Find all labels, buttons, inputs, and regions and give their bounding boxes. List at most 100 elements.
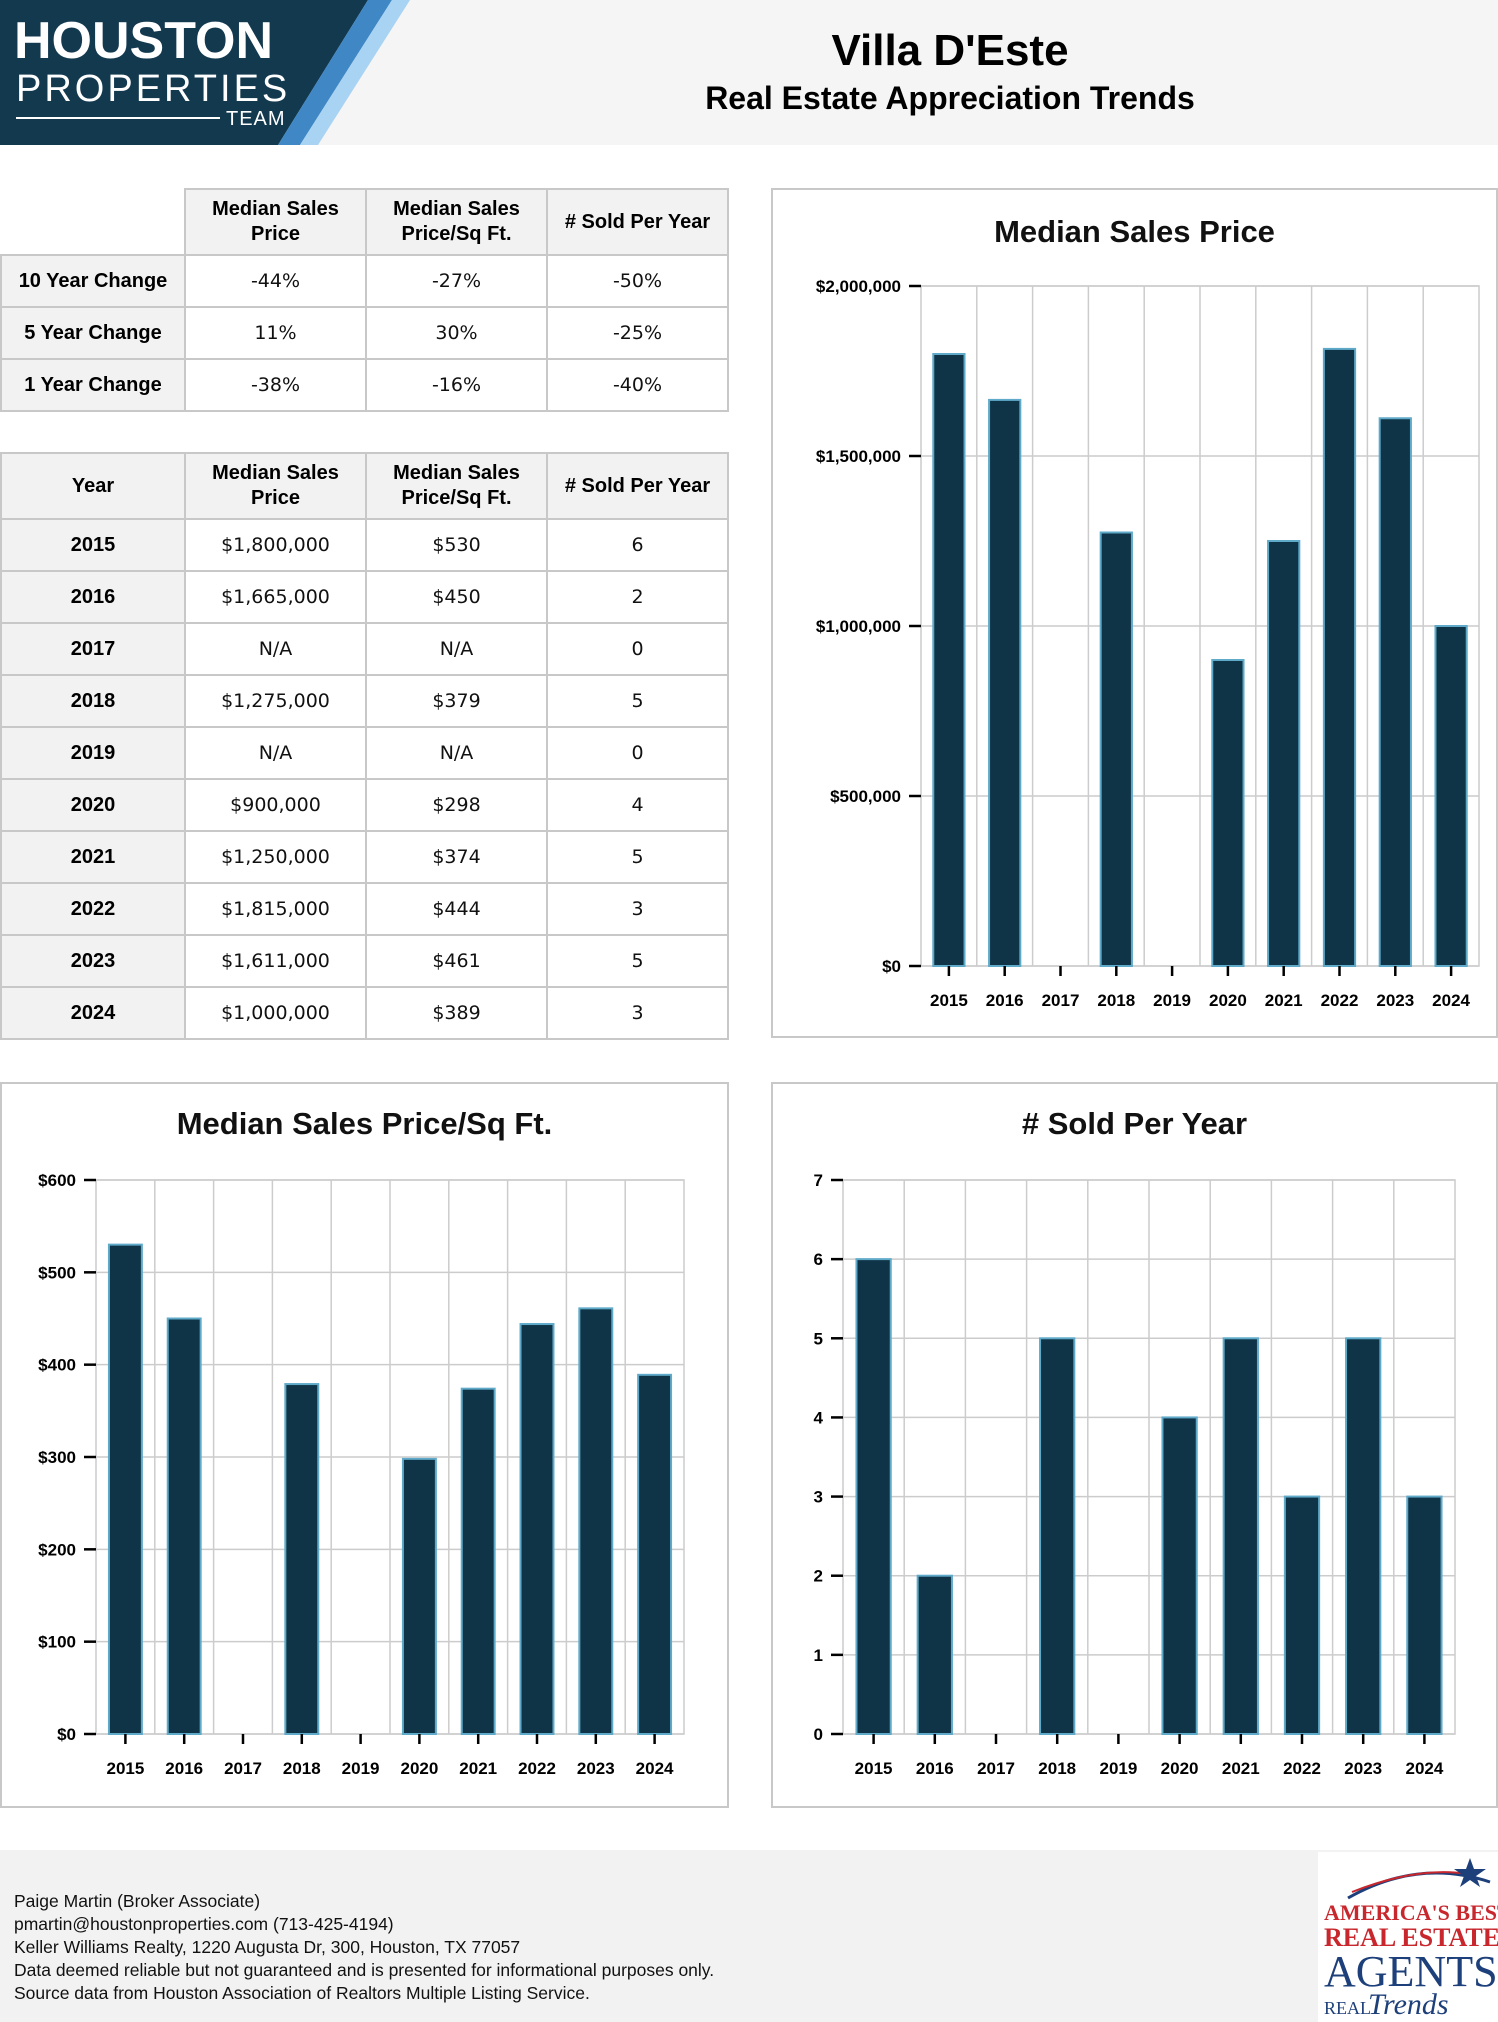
x-tick-label: 2017 [1042, 991, 1080, 1010]
x-tick-label: 2019 [1153, 991, 1191, 1010]
bar-2020 [1161, 1416, 1198, 1735]
y-tick-label: 3 [814, 1488, 823, 1507]
x-tick-label: 2023 [1344, 1759, 1382, 1778]
table-row: 2018 $1,275,000 $379 5 [0, 674, 729, 728]
sold-per-year-chart: # Sold Per Year 0 1 2 3 4 5 6 7 2015 2016 2017 2018 2… [814, 1106, 1456, 1778]
y-tick-label: $2,000,000 [816, 277, 901, 296]
year-cell: 2019 [0, 726, 186, 780]
y-tick-label: $1,500,000 [816, 447, 901, 466]
badge-line-4: REAL [1324, 1998, 1371, 2018]
x-tick-label: 2017 [224, 1759, 262, 1778]
bar-2020 [1211, 659, 1245, 967]
year-cell: 2021 [0, 830, 186, 884]
bar-2023 [578, 1307, 614, 1736]
table-cell: 2 [546, 570, 729, 624]
row-label: 5 Year Change [0, 306, 186, 360]
y-tick-label: 2 [814, 1567, 823, 1586]
x-tick-label: 2024 [1432, 991, 1470, 1010]
badge-line-2: REAL ESTATE [1324, 1923, 1498, 1952]
column-header: Median Sales Price/Sq Ft. [365, 452, 548, 520]
x-tick-label: 2023 [1376, 991, 1414, 1010]
bar-2023 [1345, 1337, 1382, 1736]
table-cell: -44% [184, 254, 367, 308]
median-sales-price-chart-panel: Median Sales Price $0 $500,000 $1,000,000 $1… [771, 188, 1498, 1038]
x-tick-label: 2015 [106, 1759, 144, 1778]
disclaimer: Data deemed reliable but not guaranteed … [14, 1960, 715, 1980]
y-tick-label: $600 [38, 1171, 76, 1190]
chart-title: Median Sales Price/Sq Ft. [177, 1106, 553, 1141]
table-cell: $389 [365, 986, 548, 1040]
x-tick-label: 2017 [977, 1759, 1015, 1778]
bar-2023 [1378, 417, 1412, 967]
table-cell: 5 [546, 830, 729, 884]
table-cell: $1,800,000 [184, 518, 367, 572]
table-cell: $1,000,000 [184, 986, 367, 1040]
bar-2022 [519, 1323, 555, 1735]
table-corner [1, 189, 186, 256]
table-cell: 0 [546, 622, 729, 676]
page-title: Villa D'Este [831, 26, 1069, 75]
table-cell: $1,250,000 [184, 830, 367, 884]
x-tick-label: 2021 [459, 1759, 497, 1778]
bar-2024 [1406, 1495, 1443, 1736]
table-cell: $374 [365, 830, 548, 884]
x-tick-label: 2015 [855, 1759, 893, 1778]
x-tick-label: 2019 [342, 1759, 380, 1778]
y-tick-label: 5 [814, 1329, 823, 1348]
table-cell: $379 [365, 674, 548, 728]
badge-line-3: AGENTS [1324, 1947, 1498, 1996]
table-row: 2021 $1,250,000 $374 5 [0, 830, 729, 884]
bar-2021 [1222, 1337, 1259, 1736]
bar-2018 [284, 1383, 320, 1735]
bar-2016 [166, 1317, 202, 1735]
year-cell: 2023 [0, 934, 186, 988]
x-tick-label: 2019 [1099, 1759, 1137, 1778]
table-cell: 0 [546, 726, 729, 780]
table-row: 2016 $1,665,000 $450 2 [0, 570, 729, 624]
bar-2015 [932, 353, 966, 967]
table-cell: $450 [365, 570, 548, 624]
table-cell: 11% [184, 306, 367, 360]
logo-line-team: TEAM [226, 108, 286, 130]
table-row: 5 Year Change 11% 30% -25% [0, 306, 729, 360]
bar-2016 [916, 1574, 953, 1736]
table-row: 2023 $1,611,000 $461 5 [0, 934, 729, 988]
x-tick-label: 2016 [916, 1759, 954, 1778]
x-tick-label: 2024 [1405, 1759, 1443, 1778]
bar-2015 [855, 1258, 892, 1735]
table-row: 2022 $1,815,000 $444 3 [0, 882, 729, 936]
price-per-sqft-chart-panel: Median Sales Price/Sq Ft. $0 $100 $200 $300 $… [0, 1082, 729, 1808]
table-row: 10 Year Change -44% -27% -50% [0, 254, 729, 308]
row-label: 10 Year Change [0, 254, 186, 308]
table-cell: 4 [546, 778, 729, 832]
x-tick-label: 2022 [1283, 1759, 1321, 1778]
y-tick-label: 0 [814, 1725, 823, 1744]
table-cell: $1,815,000 [184, 882, 367, 936]
agent-name: Paige Martin (Broker Associate) [14, 1891, 261, 1911]
table-cell: 3 [546, 986, 729, 1040]
x-tick-label: 2018 [1038, 1759, 1076, 1778]
x-tick-label: 2016 [986, 991, 1024, 1010]
bar-2016 [988, 398, 1022, 967]
badge-line-5: Trends [1368, 1988, 1449, 2021]
median-sales-price-chart: Median Sales Price $0 $500,000 $1,000,000 $1… [816, 214, 1480, 1010]
table-cell: $461 [365, 934, 548, 988]
x-tick-label: 2018 [1097, 991, 1135, 1010]
y-tick-label: $0 [57, 1725, 76, 1744]
bar-2021 [460, 1387, 496, 1735]
table-cell: N/A [365, 622, 548, 676]
table-cell: 3 [546, 882, 729, 936]
y-tick-label: 6 [814, 1250, 823, 1269]
table-cell: 5 [546, 934, 729, 988]
x-tick-label: 2024 [636, 1759, 674, 1778]
column-header: Year [0, 452, 186, 520]
sold-per-year-chart-panel: # Sold Per Year 0 1 2 3 4 5 6 7 2015 2016 2017 2018 2… [771, 1082, 1498, 1808]
table-cell: -38% [184, 358, 367, 412]
bar-2022 [1322, 347, 1357, 967]
price-per-sqft-chart: Median Sales Price/Sq Ft. $0 $100 $200 $300 $… [38, 1106, 685, 1778]
x-tick-label: 2018 [283, 1759, 321, 1778]
x-tick-label: 2020 [400, 1759, 438, 1778]
table-row: 2020 $900,000 $298 4 [0, 778, 729, 832]
houston-properties-logo: HOUSTON PROPERTIES TEAM [0, 0, 410, 145]
table-cell: 30% [365, 306, 548, 360]
